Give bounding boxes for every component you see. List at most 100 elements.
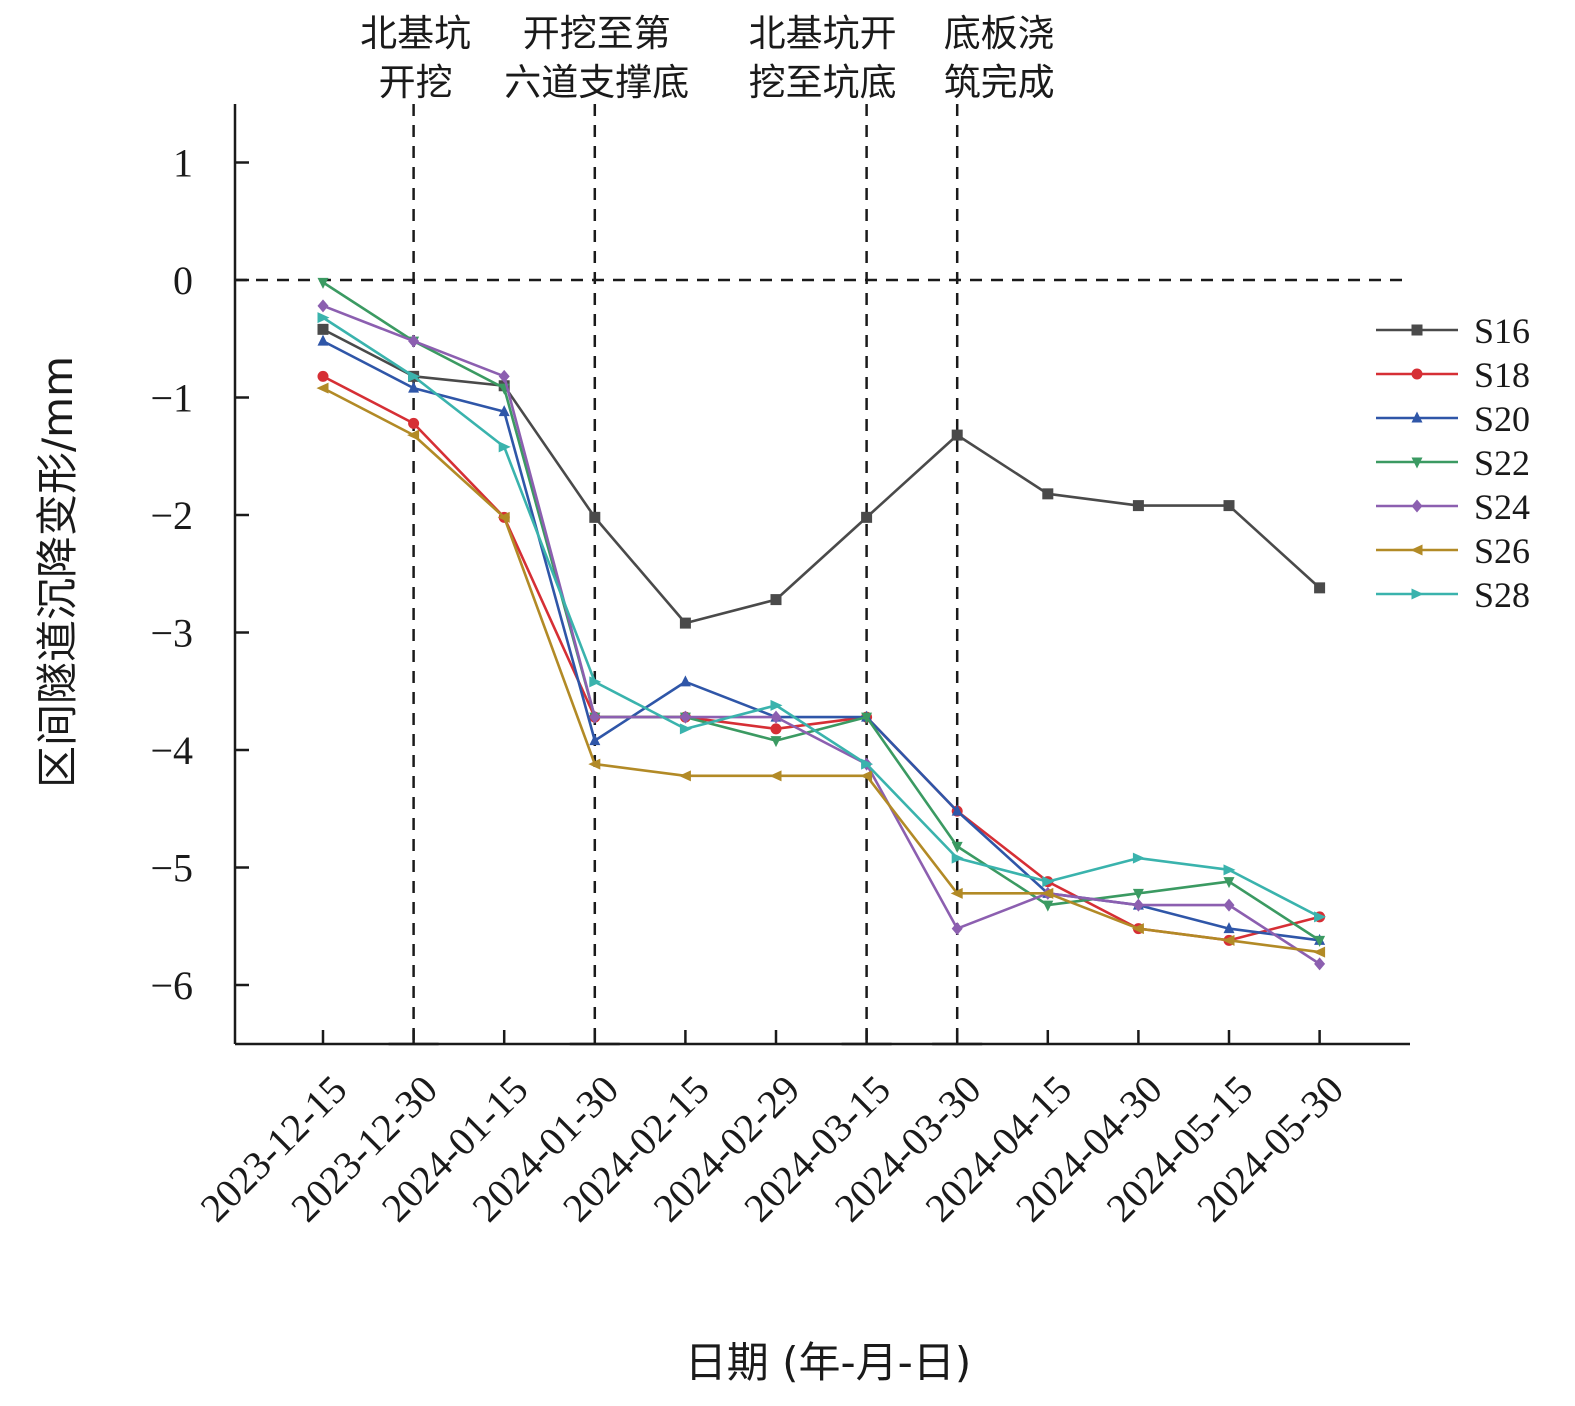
data-point	[1411, 499, 1423, 513]
y-tick-label: −2	[150, 493, 193, 538]
data-point	[1314, 911, 1327, 923]
axes: 10−1−2−3−4−5−62023-12-152023-12-302024-0…	[150, 104, 1410, 1230]
data-point	[589, 710, 601, 724]
series-line	[322, 386, 1320, 954]
legend-item: S28	[1376, 575, 1530, 615]
data-point	[1042, 876, 1055, 888]
data-point	[317, 299, 329, 313]
y-tick-label: 1	[173, 141, 193, 186]
event-annotation-line: 开挖至第	[523, 12, 671, 55]
data-point	[679, 710, 691, 724]
data-point	[1411, 324, 1423, 336]
data-point	[408, 381, 420, 393]
data-point	[770, 723, 782, 735]
y-tick-label: 0	[173, 258, 193, 303]
data-point	[1411, 457, 1423, 469]
legend-item: S26	[1376, 531, 1530, 571]
data-point	[950, 887, 963, 899]
data-point	[1314, 935, 1326, 947]
series-s26	[316, 382, 1326, 958]
data-point	[317, 370, 329, 382]
data-point	[317, 312, 330, 324]
data-point	[678, 770, 691, 782]
y-tick-label: −3	[150, 611, 193, 656]
event-annotation-line: 挖至坑底	[749, 61, 897, 104]
data-point	[951, 429, 963, 441]
series-lines	[316, 277, 1327, 971]
data-point	[1042, 900, 1054, 912]
data-point	[679, 617, 691, 629]
series-s28	[317, 312, 1327, 923]
data-point	[317, 334, 329, 346]
y-tick-label: −6	[150, 963, 193, 1008]
series-s18	[317, 370, 1326, 946]
event-annotation-line: 北基坑开	[749, 12, 897, 55]
data-point	[951, 804, 963, 816]
y-tick-label: −5	[150, 846, 193, 891]
data-point	[317, 277, 329, 289]
data-point	[1313, 946, 1326, 958]
event-annotation-line: 底板浇	[944, 12, 1055, 55]
data-point	[861, 758, 874, 770]
legend-item: S24	[1376, 487, 1530, 527]
event-annotation-line: 筑完成	[944, 61, 1055, 104]
data-point	[679, 675, 691, 687]
data-point	[951, 852, 964, 864]
data-point	[770, 594, 782, 606]
data-point	[316, 382, 329, 394]
data-point	[498, 369, 510, 383]
series-line	[322, 328, 1321, 625]
series-line	[322, 339, 1320, 942]
data-point	[408, 334, 420, 348]
legend-item: S18	[1376, 355, 1530, 395]
data-point	[1314, 957, 1326, 971]
legend-label: S26	[1474, 531, 1530, 571]
data-point	[588, 758, 601, 770]
event-annotation-line: 六道支撑底	[504, 61, 689, 104]
data-point	[1222, 934, 1235, 946]
legend-item: S20	[1376, 399, 1530, 439]
event-annotation-line: 北基坑	[360, 12, 471, 55]
y-axis-title: 区间隧道沉降变形/mm	[33, 356, 82, 788]
data-point	[498, 405, 510, 417]
legend-item: S22	[1376, 443, 1530, 483]
data-point	[1132, 500, 1144, 512]
data-point	[1411, 368, 1423, 380]
data-point	[951, 841, 963, 853]
data-point	[1223, 500, 1235, 512]
data-point	[1410, 544, 1423, 556]
series-s24	[317, 299, 1326, 971]
series-s20	[317, 334, 1326, 945]
series-line	[322, 281, 1321, 942]
y-tick-label: −4	[150, 728, 193, 773]
x-axis-title: 日期 (年-月-日)	[685, 1338, 971, 1387]
data-point	[408, 370, 421, 382]
data-point	[1314, 582, 1326, 594]
data-point	[1042, 488, 1054, 500]
legend-label: S16	[1474, 311, 1530, 351]
data-point	[1041, 887, 1054, 899]
series-line	[322, 304, 1321, 965]
legend-label: S20	[1474, 399, 1530, 439]
data-point	[769, 770, 782, 782]
data-point	[1131, 923, 1144, 935]
data-point	[589, 734, 601, 746]
legend-label: S18	[1474, 355, 1530, 395]
data-point	[1132, 852, 1145, 864]
data-point	[951, 922, 963, 936]
data-point	[317, 323, 329, 335]
y-tick-label: −1	[150, 376, 193, 421]
data-point	[408, 417, 420, 429]
data-point	[497, 511, 510, 523]
series-line	[322, 375, 1320, 942]
event-lines	[388, 104, 983, 1046]
data-point	[770, 699, 783, 711]
data-point	[498, 441, 511, 453]
data-point	[1223, 922, 1235, 934]
data-point	[1132, 898, 1144, 912]
data-point	[860, 770, 873, 782]
data-point	[861, 511, 873, 523]
